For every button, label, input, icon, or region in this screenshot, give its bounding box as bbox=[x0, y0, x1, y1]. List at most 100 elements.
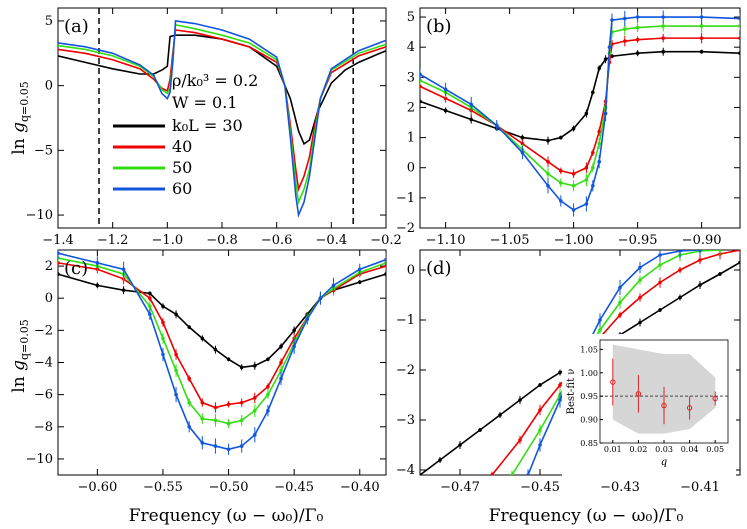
data-point bbox=[538, 428, 542, 432]
data-point bbox=[603, 111, 608, 116]
y-tick-label: 0 bbox=[407, 161, 415, 176]
data-point bbox=[490, 473, 494, 475]
y-tick-label: −10 bbox=[26, 208, 53, 223]
data-point bbox=[331, 283, 336, 288]
plot-frame bbox=[419, 7, 741, 229]
data-point bbox=[187, 400, 191, 405]
data-point bbox=[239, 400, 244, 405]
data-point bbox=[384, 257, 386, 262]
x-tick-label: −0.55 bbox=[143, 480, 183, 495]
y-tick-label: 4 bbox=[407, 40, 415, 55]
data-point bbox=[520, 150, 525, 155]
y-tick-label: 0 bbox=[45, 291, 53, 306]
data-point bbox=[538, 443, 542, 447]
y-tick-label: 3 bbox=[407, 70, 415, 85]
data-point bbox=[661, 36, 665, 40]
data-point bbox=[661, 24, 665, 28]
inset-point bbox=[712, 395, 718, 402]
data-point bbox=[226, 357, 231, 362]
data-point bbox=[420, 84, 422, 89]
data-point bbox=[518, 438, 522, 442]
series-line-L40 bbox=[58, 29, 386, 193]
data-point bbox=[559, 199, 563, 203]
x-tick-label: −0.47 bbox=[440, 480, 480, 495]
data-point bbox=[558, 370, 562, 375]
data-point bbox=[571, 126, 576, 131]
series-line-L60 bbox=[527, 250, 701, 475]
ylabel-bottom: ln gq=0.05 bbox=[9, 319, 31, 392]
inset-point bbox=[661, 402, 667, 409]
data-point bbox=[148, 291, 152, 296]
data-point bbox=[658, 253, 662, 257]
data-point bbox=[443, 96, 448, 101]
panel-label: (b) bbox=[426, 16, 452, 37]
legend: ρ/k₀³ = 0.2 W = 0.1 k₀L = 30 40 50 60 bbox=[113, 71, 258, 198]
data-point bbox=[584, 202, 589, 206]
data-point bbox=[121, 267, 126, 272]
data-point bbox=[638, 265, 642, 270]
data-point bbox=[213, 444, 218, 448]
inset-x-tick-label: 0.05 bbox=[706, 445, 724, 454]
data-point bbox=[174, 312, 178, 317]
data-point bbox=[239, 365, 244, 370]
x-tick-label: −1.4 bbox=[42, 233, 74, 248]
x-tick-label: −1.05 bbox=[490, 233, 530, 248]
ylabel-top: ln gq=0.05 bbox=[9, 81, 31, 154]
data-point bbox=[635, 15, 640, 19]
data-point bbox=[597, 159, 601, 164]
legend-param-density: ρ/k₀³ = 0.2 bbox=[172, 71, 258, 90]
x-tick-label: −1.0 bbox=[152, 233, 184, 248]
series-line-L30 bbox=[420, 50, 740, 142]
panel-c: −0.60 −0.55 −0.50 −0.45 −0.40 −10 −8 −6 −4 −2 0 2 (c… bbox=[26, 249, 387, 495]
series-line-L50 bbox=[420, 25, 740, 187]
data-point bbox=[279, 376, 283, 381]
y-tick-label: −3 bbox=[396, 413, 415, 428]
x-tick-label: −0.45 bbox=[274, 480, 314, 495]
series-line-L60 bbox=[420, 16, 740, 211]
data-point bbox=[610, 18, 614, 22]
data-point bbox=[591, 165, 595, 170]
x-tick-label: −1.10 bbox=[426, 233, 466, 248]
data-point bbox=[738, 250, 740, 252]
legend-label-L30: k₀L = 30 bbox=[172, 116, 243, 135]
series-group bbox=[420, 9, 740, 217]
y-tick-label: −1 bbox=[396, 191, 415, 206]
data-point bbox=[121, 288, 126, 292]
data-point bbox=[420, 72, 422, 77]
data-point bbox=[678, 295, 682, 300]
data-point bbox=[584, 177, 589, 182]
data-point bbox=[357, 267, 362, 272]
y-tick-label: 2 bbox=[407, 100, 415, 115]
data-point bbox=[738, 260, 740, 265]
data-point bbox=[469, 117, 474, 122]
data-point bbox=[187, 376, 191, 381]
data-point bbox=[546, 184, 550, 188]
data-point bbox=[187, 424, 191, 429]
data-point bbox=[239, 444, 244, 448]
x-tick-label: −0.2 bbox=[370, 233, 402, 248]
data-point bbox=[384, 272, 386, 276]
y-tick-label: 0 bbox=[45, 79, 53, 94]
data-point bbox=[618, 313, 622, 317]
data-point bbox=[658, 280, 662, 285]
x-tick-label: −1.2 bbox=[97, 233, 129, 248]
inset-plot: 0.01 0.02 0.03 0.04 0.05 0.85 0.90 0.95 1.00 1.05… bbox=[562, 334, 736, 477]
data-point bbox=[148, 312, 152, 317]
data-point bbox=[526, 473, 530, 475]
x-tick-label: −0.60 bbox=[77, 480, 117, 495]
data-point bbox=[520, 141, 525, 146]
panel-d: −0.47 −0.45 −0.43 −0.41 −4 −3 −2 −1 0 (d) 0.01 0.02… bbox=[396, 249, 741, 495]
data-point bbox=[558, 398, 562, 402]
y-tick-label: −2 bbox=[34, 323, 53, 338]
inset-x-tick-label: 0.02 bbox=[629, 445, 647, 454]
data-point bbox=[638, 278, 642, 282]
inset-y-tick-label: 0.85 bbox=[580, 439, 598, 448]
x-tick-label: −0.43 bbox=[600, 480, 640, 495]
panel-label: (c) bbox=[64, 258, 88, 279]
x-tick-label: −0.6 bbox=[261, 233, 293, 248]
x-tick-label: −0.45 bbox=[520, 480, 560, 495]
data-point bbox=[597, 129, 601, 134]
y-tick-label: −5 bbox=[34, 143, 53, 158]
inset-point bbox=[610, 379, 616, 385]
data-point bbox=[443, 87, 448, 92]
